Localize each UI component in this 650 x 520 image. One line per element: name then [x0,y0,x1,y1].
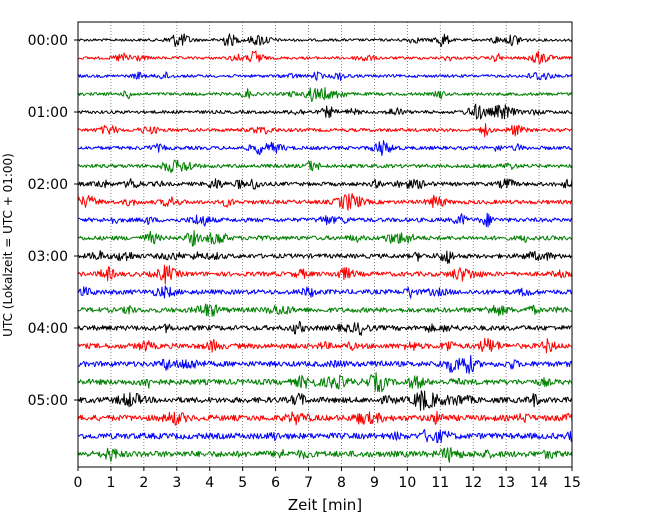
seismic-traces [77,33,573,463]
x-tick-label: 1 [106,475,115,491]
plot-background [78,22,572,467]
x-tick-label: 12 [464,475,482,491]
seismic-trace [77,410,573,426]
x-tick-label: 11 [431,475,449,491]
grid-lines [110,22,540,467]
x-axis-label: Zeit [min] [288,496,362,514]
y-tick-label: 01:00 [28,105,68,121]
x-tick-label: 8 [337,475,346,491]
seismic-trace [77,140,573,156]
y-axis-label: UTC (Lokalzeit = UTC + 01:00) [1,153,15,337]
seismic-trace [77,390,573,411]
seismic-trace [77,372,573,393]
y-tick-label: 04:00 [28,321,68,337]
seismic-trace [77,50,573,65]
seismic-trace [77,250,573,265]
seismic-trace [77,193,573,211]
y-tick-label: 05:00 [28,393,68,409]
x-tick-label: 3 [172,475,181,491]
y-tick-label: 02:00 [28,177,68,193]
plot-frame [77,21,573,468]
x-tick-label: 2 [139,475,148,491]
seismic-trace [77,103,573,120]
seismic-trace [77,285,573,299]
x-tick-label: 6 [271,475,280,491]
x-tick-label: 0 [74,475,83,491]
x-tick-label: 5 [238,475,247,491]
seismic-trace [77,123,573,138]
seismic-trace [77,429,573,444]
x-tick-label: 9 [370,475,379,491]
seismic-trace [77,159,573,174]
x-tick-label: 13 [497,475,515,491]
seismic-trace [77,71,573,82]
seismic-trace [77,178,573,190]
seismic-trace [77,337,573,354]
seismic-trace [77,447,573,463]
seismic-trace [77,212,573,228]
y-tick-label: 00:00 [28,33,68,49]
y-axis-ticks: 00:00 01:00 02:00 03:00 04:00 05:00 [28,33,78,409]
x-axis-ticks: 0 1 2 3 4 5 6 7 8 9 10 11 12 13 14 15 [74,467,581,491]
x-tick-label: 14 [530,475,548,491]
seismic-trace [77,354,573,375]
y-tick-label: 03:00 [28,249,68,265]
seismic-trace [77,230,573,247]
seismic-trace [77,33,573,48]
seismic-trace [77,264,573,285]
seismic-trace [77,303,573,317]
x-tick-label: 4 [205,475,214,491]
x-tick-label: 10 [398,475,416,491]
x-tick-label: 7 [304,475,313,491]
x-tick-label: 15 [563,475,581,491]
seismic-trace [77,86,573,103]
seismic-trace [77,320,573,336]
